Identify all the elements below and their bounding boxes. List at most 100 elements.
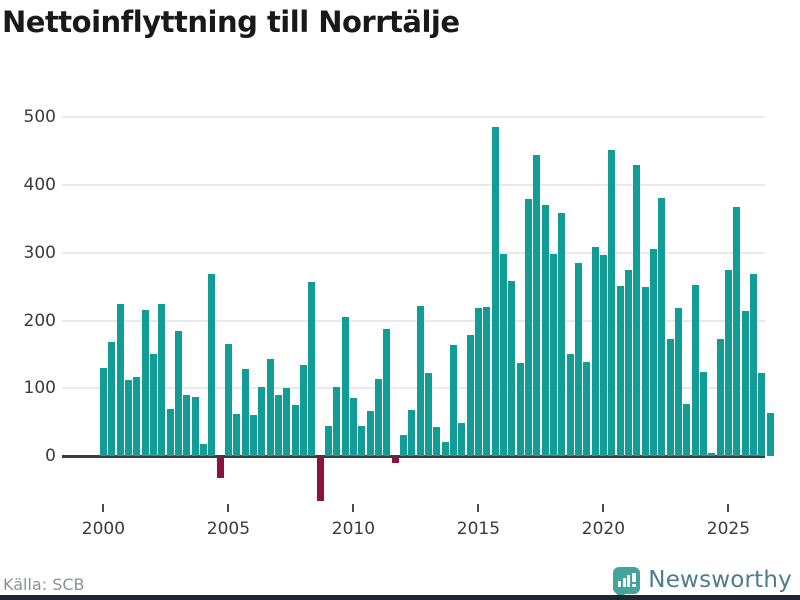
bar [383, 329, 391, 456]
bar [574, 262, 582, 456]
bar [174, 330, 182, 456]
icon-exclamation-stem [632, 572, 636, 582]
bar [466, 334, 474, 456]
bar [183, 395, 191, 456]
bar [624, 269, 632, 456]
bar [216, 457, 224, 478]
gridline-400 [62, 184, 765, 186]
bar [691, 284, 699, 456]
bar [441, 441, 449, 456]
bar [599, 255, 607, 456]
x-tick-2020 [602, 504, 605, 512]
bar [499, 254, 507, 456]
bar [308, 281, 316, 456]
y-tick-label-400: 400 [23, 175, 56, 195]
x-tick-label-2015: 2015 [456, 519, 501, 539]
bar [224, 343, 232, 456]
bar [724, 270, 732, 456]
bar [591, 247, 599, 456]
bar [766, 413, 774, 456]
bar [424, 372, 432, 456]
gridline-300 [62, 251, 765, 254]
bar [483, 306, 491, 456]
x-tick-label-2020: 2020 [581, 519, 626, 539]
bar [399, 434, 407, 456]
bar [449, 344, 457, 456]
bar [749, 273, 757, 456]
bar [116, 303, 124, 456]
x-tick-label-2010: 2010 [331, 519, 376, 539]
bar [299, 364, 307, 456]
bar [158, 303, 166, 456]
bar [358, 425, 366, 456]
bar [658, 197, 666, 456]
bar [166, 408, 174, 456]
bar [633, 165, 641, 456]
y-tick-label-100: 100 [23, 378, 56, 399]
bar [566, 354, 574, 456]
bar [199, 443, 207, 456]
bar [649, 249, 657, 456]
x-tick-2000 [102, 504, 105, 512]
gridline-200 [62, 319, 765, 322]
bar [316, 457, 324, 501]
bar [458, 423, 466, 456]
plot-area: 0 100 200 300 400 500 2000 2005 2010 2015 2020 2025 [23, 107, 774, 539]
bar [558, 213, 566, 456]
bar [141, 310, 149, 456]
bar [583, 361, 591, 456]
bar [683, 403, 691, 456]
bar [283, 387, 291, 456]
bar [191, 397, 199, 456]
bar [433, 426, 441, 456]
bar [666, 338, 674, 456]
bar [708, 452, 716, 456]
chart-title: Nettoinflyttning till Norrtälje [2, 5, 460, 39]
bar [699, 371, 707, 456]
x-tick-2015 [477, 504, 480, 512]
gridline-100 [62, 387, 765, 390]
bar [333, 386, 341, 456]
bar [416, 306, 424, 456]
bar [258, 386, 266, 456]
icon-bar-3 [627, 574, 631, 587]
bar [408, 409, 416, 456]
bar [233, 413, 241, 456]
x-tick-2005 [227, 504, 230, 512]
bar [716, 338, 724, 456]
bar [491, 126, 499, 456]
gridline-500 [62, 116, 765, 119]
bar [108, 342, 116, 456]
brand-name: Newsworthy [648, 567, 792, 593]
bar [533, 154, 541, 456]
bar [349, 397, 357, 456]
bar [291, 405, 299, 456]
icon-exclamation-dot [632, 583, 636, 587]
bar [541, 205, 549, 456]
bar [266, 359, 274, 456]
x-axis-zero-line [62, 455, 765, 458]
bar [733, 206, 741, 456]
bar [516, 363, 524, 456]
newsworthy-logo: Newsworthy [613, 563, 792, 599]
y-tick-label-0: 0 [45, 446, 56, 466]
y-tick-label-300: 300 [23, 242, 56, 263]
bar [100, 367, 107, 456]
x-tick-2010 [352, 504, 355, 512]
icon-bar-2 [622, 577, 626, 587]
bar [324, 426, 332, 456]
source-label: Källa: SCB [3, 575, 85, 594]
bottom-accent-bar [0, 595, 800, 600]
bar [241, 369, 249, 456]
icon-bar-1 [618, 580, 622, 587]
bar [208, 274, 216, 456]
y-tick-label-500: 500 [23, 107, 56, 128]
bar [616, 285, 624, 456]
bar [549, 254, 557, 456]
x-tick-label-2025: 2025 [706, 519, 751, 539]
bar [391, 457, 399, 463]
bar [374, 378, 382, 456]
bar [124, 380, 132, 456]
bar [366, 411, 374, 456]
